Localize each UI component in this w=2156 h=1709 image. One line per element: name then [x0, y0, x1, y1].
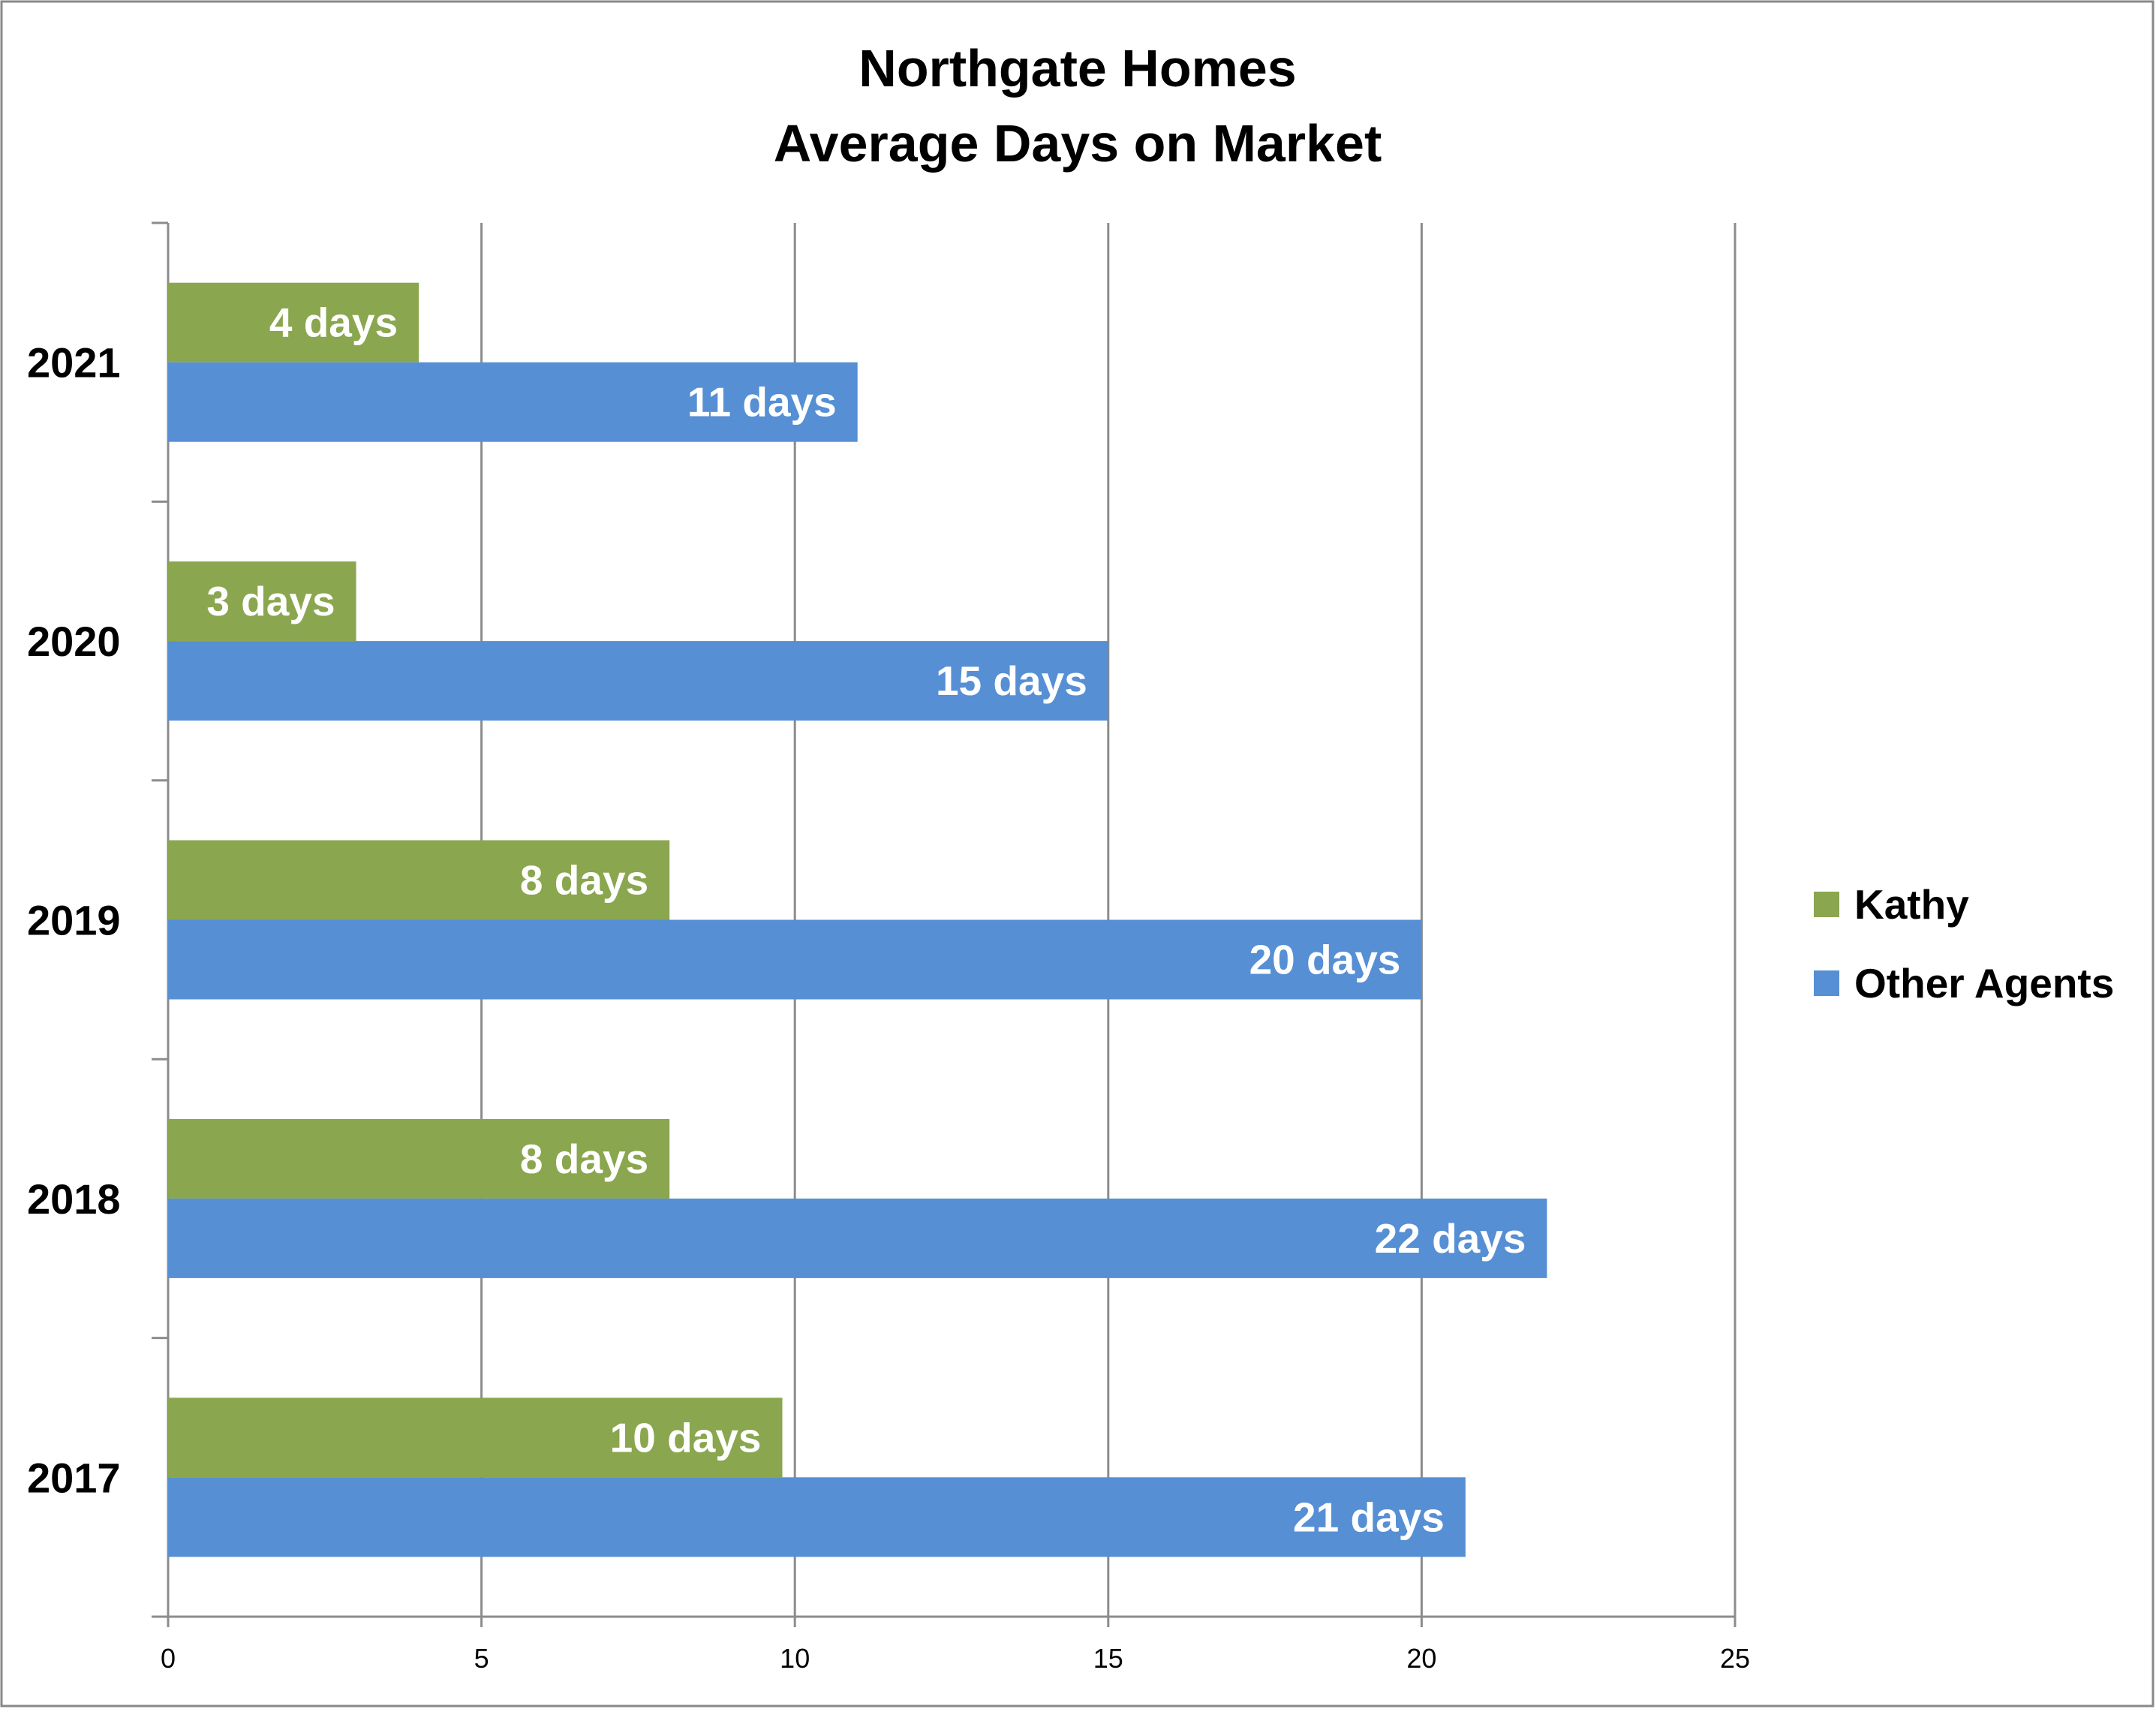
- x-tick-label-15: 15: [1093, 1643, 1123, 1674]
- category-label-2020: 2020: [27, 618, 121, 665]
- data-label-2019-kathy: 8 days: [520, 857, 648, 904]
- bar-2021-kathy: [168, 282, 419, 363]
- data-label-2021-kathy: 4 days: [269, 299, 398, 346]
- x-tick-label-5: 5: [474, 1643, 489, 1674]
- x-tick-label-10: 10: [780, 1643, 810, 1674]
- bar-2020-other-agents: [168, 641, 1108, 721]
- x-tick-label-25: 25: [1720, 1643, 1750, 1674]
- data-label-2017-other-agents: 21 days: [1293, 1494, 1445, 1540]
- legend-swatch-kathy: [1814, 892, 1839, 917]
- bar-2019-other-agents: [168, 919, 1422, 1000]
- bar-2018-other-agents: [168, 1198, 1547, 1278]
- legend-label-other-agents: Other Agents: [1854, 960, 2114, 1006]
- bar-2017-kathy: [168, 1398, 783, 1478]
- data-label-2021-other-agents: 11 days: [687, 379, 837, 426]
- data-label-2020-other-agents: 15 days: [936, 657, 1087, 704]
- bar-2019-kathy: [168, 840, 670, 920]
- category-label-2021: 2021: [27, 339, 121, 387]
- bar-2021-other-agents: [168, 362, 858, 442]
- bars: [168, 282, 1547, 1557]
- category-label-2018: 2018: [27, 1175, 121, 1223]
- category-label-2017: 2017: [27, 1454, 121, 1501]
- bar-2018-kathy: [168, 1118, 670, 1199]
- data-label-2018-kathy: 8 days: [520, 1136, 648, 1182]
- labels: 4 days 11 days 3 days 15 days 8 days 20 days 8…: [206, 299, 1526, 1541]
- chart-subtitle: Average Days on Market: [774, 114, 1382, 173]
- data-label-2019-other-agents: 20 days: [1249, 937, 1401, 983]
- axes: 0 5 10 15 20 25 2021 2020 2019 2018 2017: [27, 221, 1750, 1674]
- legend-label-kathy: Kathy: [1854, 881, 1969, 928]
- data-label-2017-kathy: 10 days: [610, 1414, 762, 1461]
- chart-title: Northgate Homes: [858, 39, 1296, 98]
- x-tick-label-0: 0: [161, 1643, 176, 1674]
- legend-swatch-other-agents: [1814, 970, 1839, 996]
- bar-2020-kathy: [168, 561, 356, 642]
- data-label-2018-other-agents: 22 days: [1375, 1215, 1526, 1262]
- legend: Kathy Other Agents: [1814, 881, 2114, 1006]
- data-label-2020-kathy: 3 days: [206, 578, 335, 624]
- x-tick-label-20: 20: [1406, 1643, 1436, 1674]
- bar-2017-other-agents: [168, 1477, 1466, 1557]
- category-label-2019: 2019: [27, 897, 121, 944]
